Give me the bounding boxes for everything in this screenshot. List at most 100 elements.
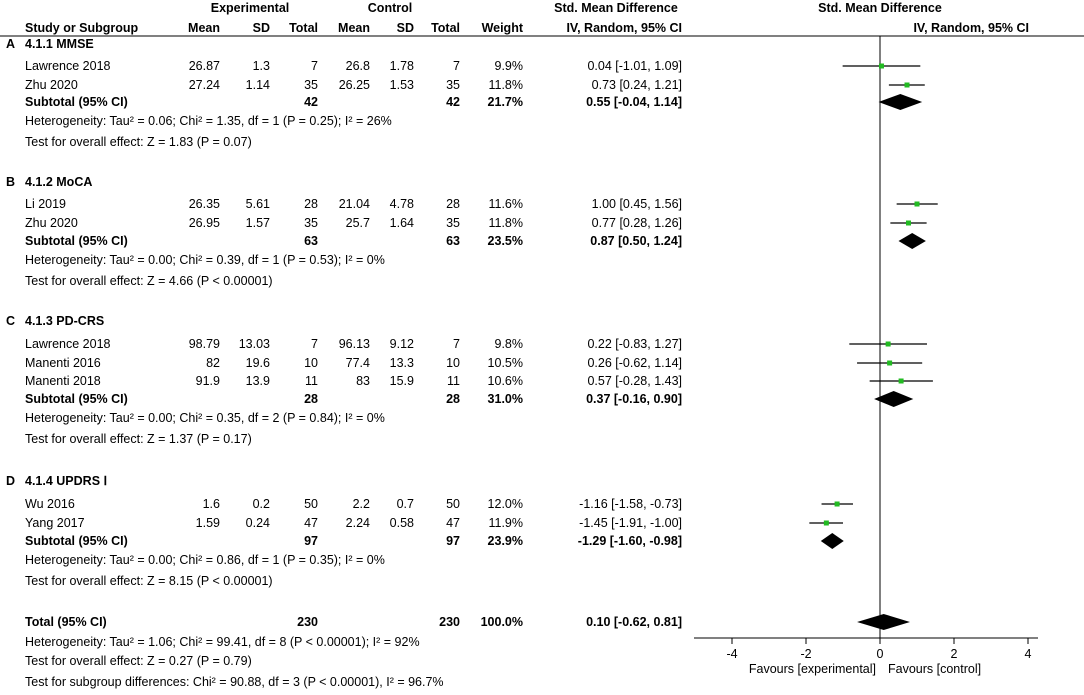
study-sd-control: 4.78 [390, 197, 414, 211]
footer-note: Test for subgroup differences: Chi² = 90… [25, 675, 444, 689]
study-marker [823, 520, 829, 526]
total-total-experimental: 230 [297, 615, 318, 629]
study-ci: 0.77 [0.28, 1.26] [592, 216, 682, 230]
study-ci: -1.45 [-1.91, -1.00] [579, 516, 682, 530]
overall-effect-note: Test for overall effect: Z = 1.37 (P = 0… [25, 432, 252, 446]
study-mean-experimental: 82 [206, 356, 220, 370]
study-sd-experimental: 1.14 [246, 78, 270, 92]
study-total-control: 47 [446, 516, 460, 530]
study-marker [887, 360, 893, 366]
study-marker [834, 501, 840, 507]
overall-effect-note: Test for overall effect: Z = 1.83 (P = 0… [25, 135, 252, 149]
study-total-control: 35 [446, 78, 460, 92]
study-total-experimental: 28 [304, 197, 318, 211]
study-mean-control: 2.2 [353, 497, 370, 511]
subtotal-label: Subtotal (95% CI) [25, 234, 128, 248]
study-mean-control: 21.04 [339, 197, 370, 211]
header-smd-plot-sub: IV, Random, 95% CI [913, 21, 1029, 35]
study-name: Zhu 2020 [25, 216, 78, 230]
overall-effect-note: Test for overall effect: Z = 8.15 (P < 0… [25, 574, 273, 588]
study-name: Li 2019 [25, 197, 66, 211]
study-mean-control: 26.25 [339, 78, 370, 92]
heterogeneity-note: Heterogeneity: Tau² = 0.00; Chi² = 0.86,… [25, 553, 385, 567]
study-weight: 11.6% [488, 197, 523, 211]
study-sd-experimental: 0.24 [246, 516, 270, 530]
x-tick-label: -2 [800, 647, 811, 661]
study-sd-experimental: 1.57 [246, 216, 270, 230]
study-ci: 0.22 [-0.83, 1.27] [587, 337, 682, 351]
study-weight: 12.0% [488, 497, 523, 511]
study-marker [898, 378, 904, 384]
study-sd-experimental: 0.2 [253, 497, 270, 511]
study-mean-control: 26.8 [346, 59, 370, 73]
study-marker [878, 63, 884, 69]
study-total-control: 10 [446, 356, 460, 370]
study-total-experimental: 11 [305, 374, 318, 388]
study-sd-control: 0.7 [397, 497, 414, 511]
study-marker [914, 201, 920, 207]
pooled-diamond [820, 533, 844, 549]
study-marker [905, 220, 911, 226]
study-total-experimental: 7 [311, 337, 318, 351]
study-weight: 11.8% [488, 78, 523, 92]
subtotal-weight: 31.0% [488, 392, 523, 406]
subtotal-total-experimental: 28 [304, 392, 318, 406]
study-sd-control: 0.58 [390, 516, 414, 530]
header-control: Control [368, 1, 412, 15]
subtotal-ci: 0.37 [-0.16, 0.90] [586, 392, 682, 406]
study-sd-control: 1.53 [390, 78, 414, 92]
study-mean-experimental: 26.95 [189, 216, 220, 230]
subtotal-weight: 23.5% [488, 234, 523, 248]
study-total-experimental: 35 [304, 216, 318, 230]
study-mean-control: 83 [356, 374, 370, 388]
study-sd-experimental: 13.03 [239, 337, 270, 351]
x-tick-label: 2 [951, 647, 958, 661]
study-ci: 0.73 [0.24, 1.21] [592, 78, 682, 92]
study-total-control: 11 [447, 374, 460, 388]
subtotal-total-control: 42 [446, 95, 460, 109]
study-sd-experimental: 1.3 [253, 59, 270, 73]
group-title: 4.1.4 UPDRS Ⅰ [25, 474, 107, 488]
total-weight: 100.0% [481, 615, 523, 629]
study-ci: 0.04 [-1.01, 1.09] [587, 59, 682, 73]
study-mean-control: 2.24 [346, 516, 370, 530]
study-sd-control: 1.64 [390, 216, 414, 230]
footer-note: Test for overall effect: Z = 0.27 (P = 0… [25, 654, 252, 668]
header-study: Study or Subgroup [25, 21, 139, 35]
subtotal-ci: 0.55 [-0.04, 1.14] [586, 95, 682, 109]
subtotal-ci: -1.29 [-1.60, -0.98] [578, 534, 682, 548]
study-name: Manenti 2016 [25, 356, 101, 370]
pooled-diamond [857, 614, 910, 630]
study-mean-control: 96.13 [339, 337, 370, 351]
group-title: 4.1.3 PD-CRS [25, 314, 104, 328]
overall-effect-note: Test for overall effect: Z = 4.66 (P < 0… [25, 274, 273, 288]
study-mean-experimental: 26.35 [189, 197, 220, 211]
header-smd-table: Std. Mean Difference [554, 1, 678, 15]
study-total-control: 50 [446, 497, 460, 511]
study-sd-control: 13.3 [390, 356, 414, 370]
study-mean-experimental: 1.6 [203, 497, 220, 511]
study-mean-control: 25.7 [346, 216, 370, 230]
study-total-control: 35 [446, 216, 460, 230]
study-weight: 10.5% [488, 356, 523, 370]
study-weight: 9.9% [495, 59, 524, 73]
study-marker [885, 341, 891, 347]
study-sd-control: 9.12 [390, 337, 414, 351]
total-label: Total (95% CI) [25, 615, 107, 629]
favours-right-label: Favours [control] [888, 662, 981, 676]
subtotal-weight: 21.7% [488, 95, 523, 109]
study-ci: 1.00 [0.45, 1.56] [592, 197, 682, 211]
subtotal-total-control: 97 [446, 534, 460, 548]
study-name: Yang 2017 [25, 516, 85, 530]
header-mean-experimental: Mean [188, 21, 220, 35]
group-letter: B [6, 175, 15, 189]
header-total-experimental: Total [289, 21, 318, 35]
study-mean-experimental: 27.24 [189, 78, 220, 92]
heterogeneity-note: Heterogeneity: Tau² = 0.00; Chi² = 0.35,… [25, 411, 385, 425]
study-mean-experimental: 91.9 [196, 374, 220, 388]
study-weight: 9.8% [495, 337, 524, 351]
study-name: Lawrence 2018 [25, 59, 111, 73]
x-tick-label: 0 [877, 647, 884, 661]
study-weight: 11.8% [488, 216, 523, 230]
header-smd-table-sub: IV, Random, 95% CI [566, 21, 682, 35]
